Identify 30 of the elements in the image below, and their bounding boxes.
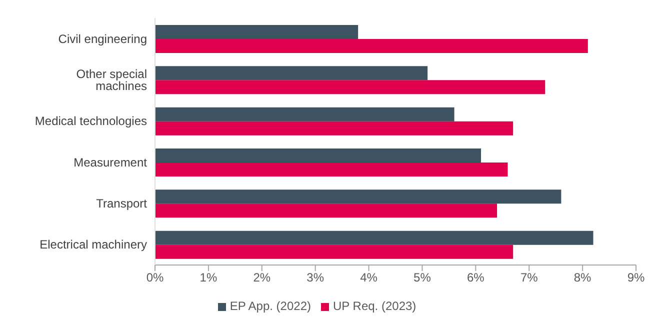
- x-tick-label: 1%: [200, 270, 218, 285]
- y-tick-label: Measurement: [74, 155, 148, 170]
- x-tick-label: 9%: [627, 270, 645, 285]
- bar: [155, 121, 514, 136]
- bar: [155, 107, 454, 122]
- x-tick-label: 4%: [360, 270, 378, 285]
- bar: [155, 39, 588, 53]
- x-tick-label: 2%: [253, 270, 271, 285]
- y-tick-label: Electrical machinery: [40, 238, 147, 252]
- x-tick-label: 8%: [574, 270, 592, 285]
- bar: [155, 80, 546, 94]
- x-tick-label: 5%: [414, 270, 432, 285]
- bar: [155, 230, 594, 245]
- bar: [155, 162, 508, 176]
- bar: [155, 244, 514, 259]
- y-tick-label: Transport: [96, 196, 148, 211]
- bar: [155, 204, 498, 218]
- bar: [155, 190, 562, 204]
- x-tick-label: 7%: [520, 270, 538, 285]
- bar: [155, 148, 482, 162]
- legend-label: EP App. (2022): [230, 299, 311, 313]
- legend-label: UP Req. (2023): [333, 299, 416, 313]
- x-tick-label: 6%: [466, 270, 485, 285]
- x-tick-label: 0%: [146, 270, 164, 285]
- x-tick-label: 3%: [306, 270, 324, 285]
- bar: [155, 66, 428, 80]
- y-tick-label: Civil engineering: [58, 32, 147, 46]
- y-tick-label: Other special machines: [76, 67, 147, 94]
- bar: [155, 25, 358, 39]
- y-tick-label: Medical technologies: [34, 114, 147, 128]
